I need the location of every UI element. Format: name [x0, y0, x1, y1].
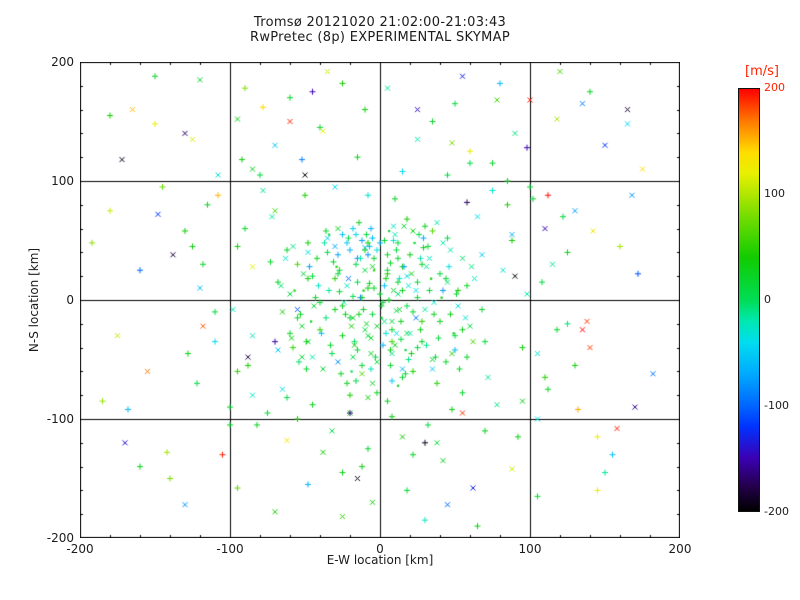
colorbar-unit-label: [m/s] [745, 64, 779, 79]
colorbar-tick-label: 200 [764, 81, 785, 94]
x-axis-label: E-W location [km] [326, 553, 434, 567]
x-tick-label: -100 [216, 542, 244, 556]
skymap-scatter-canvas [80, 62, 680, 538]
x-tick-label: -200 [66, 542, 94, 556]
colorbar-tick-label: 100 [764, 187, 785, 200]
y-tick-label: -100 [46, 412, 74, 426]
colorbar-tick-label: -100 [764, 399, 789, 412]
colorbar-tick-label: -200 [764, 505, 789, 518]
y-tick-label: 200 [51, 55, 74, 69]
y-tick-label: 0 [66, 293, 74, 307]
chart-title: Tromsø 20121020 21:02:00-21:03:43 [253, 15, 507, 30]
y-tick-label: -200 [46, 531, 74, 545]
y-tick-label: 100 [51, 174, 74, 188]
x-tick-label: 200 [668, 542, 692, 556]
x-tick-label: 100 [518, 542, 542, 556]
colorbar-gradient [738, 88, 760, 512]
colorbar-tick-label: 0 [764, 293, 771, 306]
chart-subtitle: RwPretec (8p) EXPERIMENTAL SKYMAP [249, 30, 510, 45]
x-tick-label: 0 [376, 542, 384, 556]
